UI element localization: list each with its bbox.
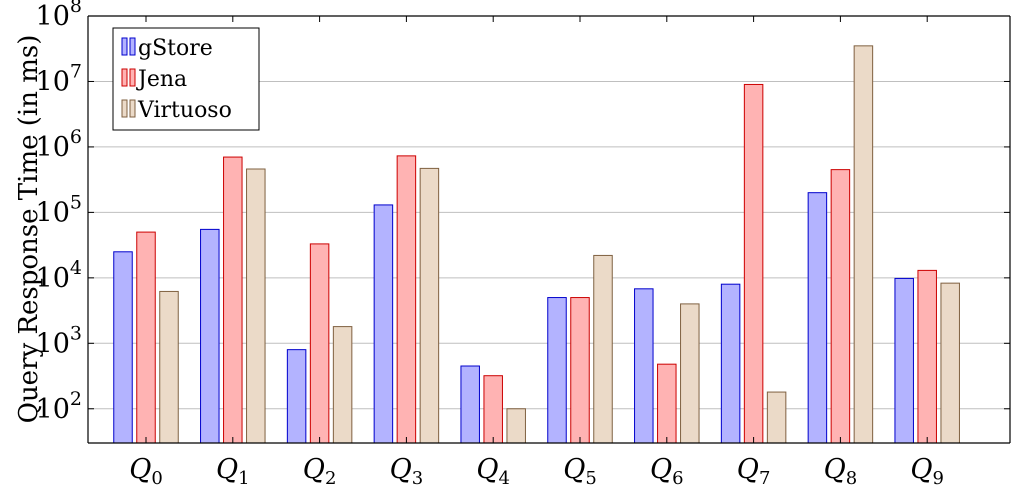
bar-gstore-Q5: [547, 297, 567, 444]
bar-virtuoso-Q8: [853, 45, 874, 444]
bar-jena-Q3: [396, 155, 417, 444]
bar-jena-Q6: [657, 363, 677, 444]
x-tick-label: Q2: [303, 454, 337, 489]
x-tick-label: Q6: [650, 454, 684, 489]
y-tick-label: 107: [36, 60, 82, 97]
bar-virtuoso-Q9: [940, 282, 960, 444]
axes: [87, 15, 1011, 444]
bar-gstore-Q8: [807, 192, 828, 444]
bar-jena-Q0: [136, 231, 156, 444]
legend-box: [112, 27, 260, 131]
x-tick-label: Q0: [129, 454, 163, 489]
x-tick-label: Q9: [910, 454, 944, 489]
bar-gstore-Q0: [113, 251, 133, 444]
bar-jena-Q7: [743, 83, 764, 444]
bar-gstore-Q3: [373, 204, 394, 444]
bar-virtuoso-Q4: [506, 408, 526, 444]
legend-swatch-gstore: [121, 37, 128, 56]
legend-swatch-jena: [121, 68, 128, 87]
bar-virtuoso-Q5: [593, 254, 613, 444]
legend-swatch-jena: [129, 68, 136, 87]
x-tick-label: Q1: [216, 454, 250, 489]
bar-virtuoso-Q1: [246, 168, 266, 444]
bar-jena-Q2: [309, 243, 330, 444]
legend-swatch-virtuoso: [121, 99, 128, 118]
x-tick-label: Q5: [563, 454, 597, 489]
bar-gstore-Q1: [200, 228, 220, 444]
legend-label-virtuoso: Virtuoso: [137, 98, 232, 123]
bar-gstore-Q4: [460, 365, 480, 444]
x-tick-label: Q3: [390, 454, 424, 489]
legend: gStore Jena Virtuoso: [112, 27, 260, 131]
y-tick-label: 102: [36, 388, 82, 425]
y-tick-label: 106: [36, 126, 82, 163]
bar-virtuoso-Q7: [766, 391, 787, 444]
legend-label-jena: Jena: [136, 67, 187, 92]
bar-virtuoso-Q0: [159, 290, 179, 444]
bar-gstore-Q2: [286, 349, 307, 444]
bar-jena-Q9: [917, 269, 937, 444]
bars: [113, 45, 960, 444]
legend-swatch-virtuoso: [129, 99, 136, 118]
bar-virtuoso-Q6: [680, 303, 700, 444]
y-axis-title: Query Response Time (in ms): [14, 35, 44, 424]
bar-virtuoso-Q3: [419, 167, 440, 444]
bar-gstore-Q7: [720, 283, 741, 444]
bar-gstore-Q6: [634, 288, 654, 444]
x-tick-label: Q7: [737, 454, 771, 489]
bar-jena-Q8: [830, 169, 851, 444]
y-tick-label: 108: [36, 0, 82, 32]
x-tick-label: Q4: [476, 454, 510, 489]
legend-label-gstore: gStore: [138, 36, 213, 61]
y-tick-label: 105: [36, 191, 82, 228]
tick-labels: 102 103 104 105 106 107 108 Q0 Q1 Q2 Q3 Q4 Q5 Q6 Q7 Q8 Q…: [36, 0, 944, 489]
y-tick-label: 103: [36, 322, 82, 359]
bar-virtuoso-Q2: [332, 326, 353, 444]
legend-swatch-gstore: [129, 37, 136, 56]
bar-jena-Q5: [570, 297, 590, 444]
y-tick-label: 104: [36, 257, 82, 294]
bar-jena-Q4: [483, 375, 503, 444]
bar-jena-Q1: [223, 156, 243, 444]
x-tick-label: Q8: [824, 454, 858, 489]
bar-gstore-Q9: [894, 277, 914, 444]
